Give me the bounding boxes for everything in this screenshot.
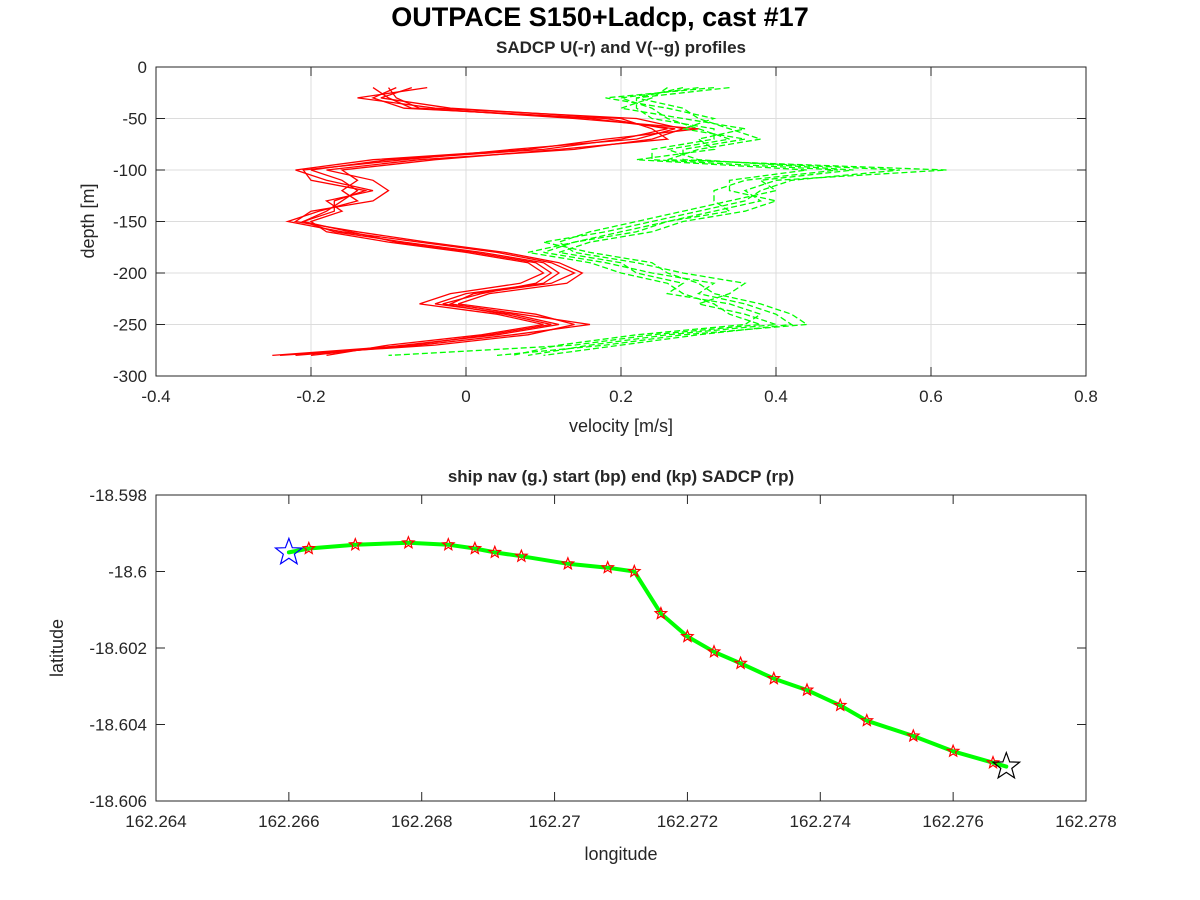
- sadcp-point: [441, 537, 456, 551]
- end-star: [991, 750, 1022, 780]
- nav-plot-title: ship nav (g.) start (bp) end (kp) SADCP …: [448, 467, 794, 486]
- nav-plot: ship nav (g.) start (bp) end (kp) SADCP …: [47, 467, 1117, 864]
- x-tick-label: 0.6: [919, 387, 943, 406]
- sadcp-point: [301, 540, 317, 555]
- sadcp-point: [906, 728, 921, 743]
- sadcp-point: [832, 697, 848, 712]
- x-tick-label: 0.8: [1074, 387, 1098, 406]
- y-tick-label: -18.606: [89, 792, 147, 811]
- x-tick-label: 162.264: [125, 812, 186, 831]
- x-tick-label: 0.2: [609, 387, 633, 406]
- y-tick-label: -18.598: [89, 486, 147, 505]
- nav-axes-box: [155, 494, 1087, 802]
- profiles-xlabel: velocity [m/s]: [569, 416, 673, 436]
- nav-series: [273, 535, 1022, 780]
- y-tick-label: -100: [113, 161, 147, 180]
- nav-xlabel: longitude: [584, 844, 657, 864]
- y-tick-label: -18.604: [89, 716, 147, 735]
- sadcp-point: [487, 544, 503, 559]
- y-tick-label: -300: [113, 367, 147, 386]
- sadcp-point: [859, 713, 875, 727]
- nav-ylabel: latitude: [47, 619, 67, 677]
- v-profile-line-6: [527, 86, 854, 357]
- u-profile-line-3: [285, 86, 670, 357]
- x-tick-label: 162.274: [790, 812, 851, 831]
- y-tick-label: -200: [113, 264, 147, 283]
- profiles-plot: SADCP U(-r) and V(--g) profiles -0.4 -0.2…: [78, 38, 1098, 436]
- sadcp-point: [348, 537, 363, 551]
- y-tick-label: -150: [113, 213, 147, 232]
- v-profile-line-8: [496, 86, 901, 357]
- x-tick-label: 162.278: [1055, 812, 1116, 831]
- profiles-ylabel: depth [m]: [78, 183, 98, 258]
- x-tick-label: 162.276: [922, 812, 983, 831]
- sadcp-point: [401, 535, 416, 550]
- sadcp-point: [514, 548, 529, 563]
- figure-title: OUTPACE S150+Ladcp, cast #17: [391, 2, 809, 32]
- y-tick-label: -250: [113, 316, 147, 335]
- y-tick-label: -18.602: [89, 639, 147, 658]
- u-profile-line-2: [295, 87, 699, 357]
- v-profile-line-5: [543, 86, 947, 357]
- u-profile-line-4: [272, 87, 676, 357]
- sadcp-point: [627, 563, 642, 578]
- sadcp-point: [799, 682, 815, 697]
- profiles-ticks: -0.4 -0.2 0 0.2 0.4 0.6 0.8 0 -50 -100 -150 -200 -25…: [113, 58, 1098, 406]
- y-tick-label: -50: [122, 110, 147, 129]
- v-profile-line-7: [512, 87, 808, 357]
- sadcp-point: [766, 670, 782, 685]
- sadcp-point: [985, 755, 1001, 769]
- x-tick-label: -0.4: [141, 387, 170, 406]
- sadcp-point: [467, 540, 483, 555]
- profiles-series: [272, 86, 947, 357]
- sadcp-point: [653, 605, 669, 620]
- x-tick-label: 162.27: [529, 812, 581, 831]
- x-tick-label: -0.2: [296, 387, 325, 406]
- y-tick-label: 0: [138, 58, 147, 77]
- sadcp-point: [706, 644, 722, 659]
- x-tick-label: 162.272: [657, 812, 718, 831]
- v-profile-line-9: [388, 86, 839, 357]
- sadcp-point: [600, 560, 615, 574]
- profiles-plot-title: SADCP U(-r) and V(--g) profiles: [496, 38, 746, 57]
- sadcp-point: [560, 556, 576, 571]
- x-tick-label: 0: [461, 387, 470, 406]
- sadcp-point: [733, 655, 748, 670]
- ship-nav-track: [286, 540, 1009, 769]
- nav-ticks: 162.264 162.266 162.268 162.27 162.272 162.27…: [89, 486, 1116, 831]
- sadcp-point: [680, 628, 695, 643]
- sadcp-point: [945, 743, 961, 758]
- x-tick-label: 162.268: [391, 812, 452, 831]
- start-star: [273, 536, 304, 566]
- x-tick-label: 0.4: [764, 387, 788, 406]
- y-tick-label: -18.6: [108, 563, 147, 582]
- x-tick-label: 162.266: [258, 812, 319, 831]
